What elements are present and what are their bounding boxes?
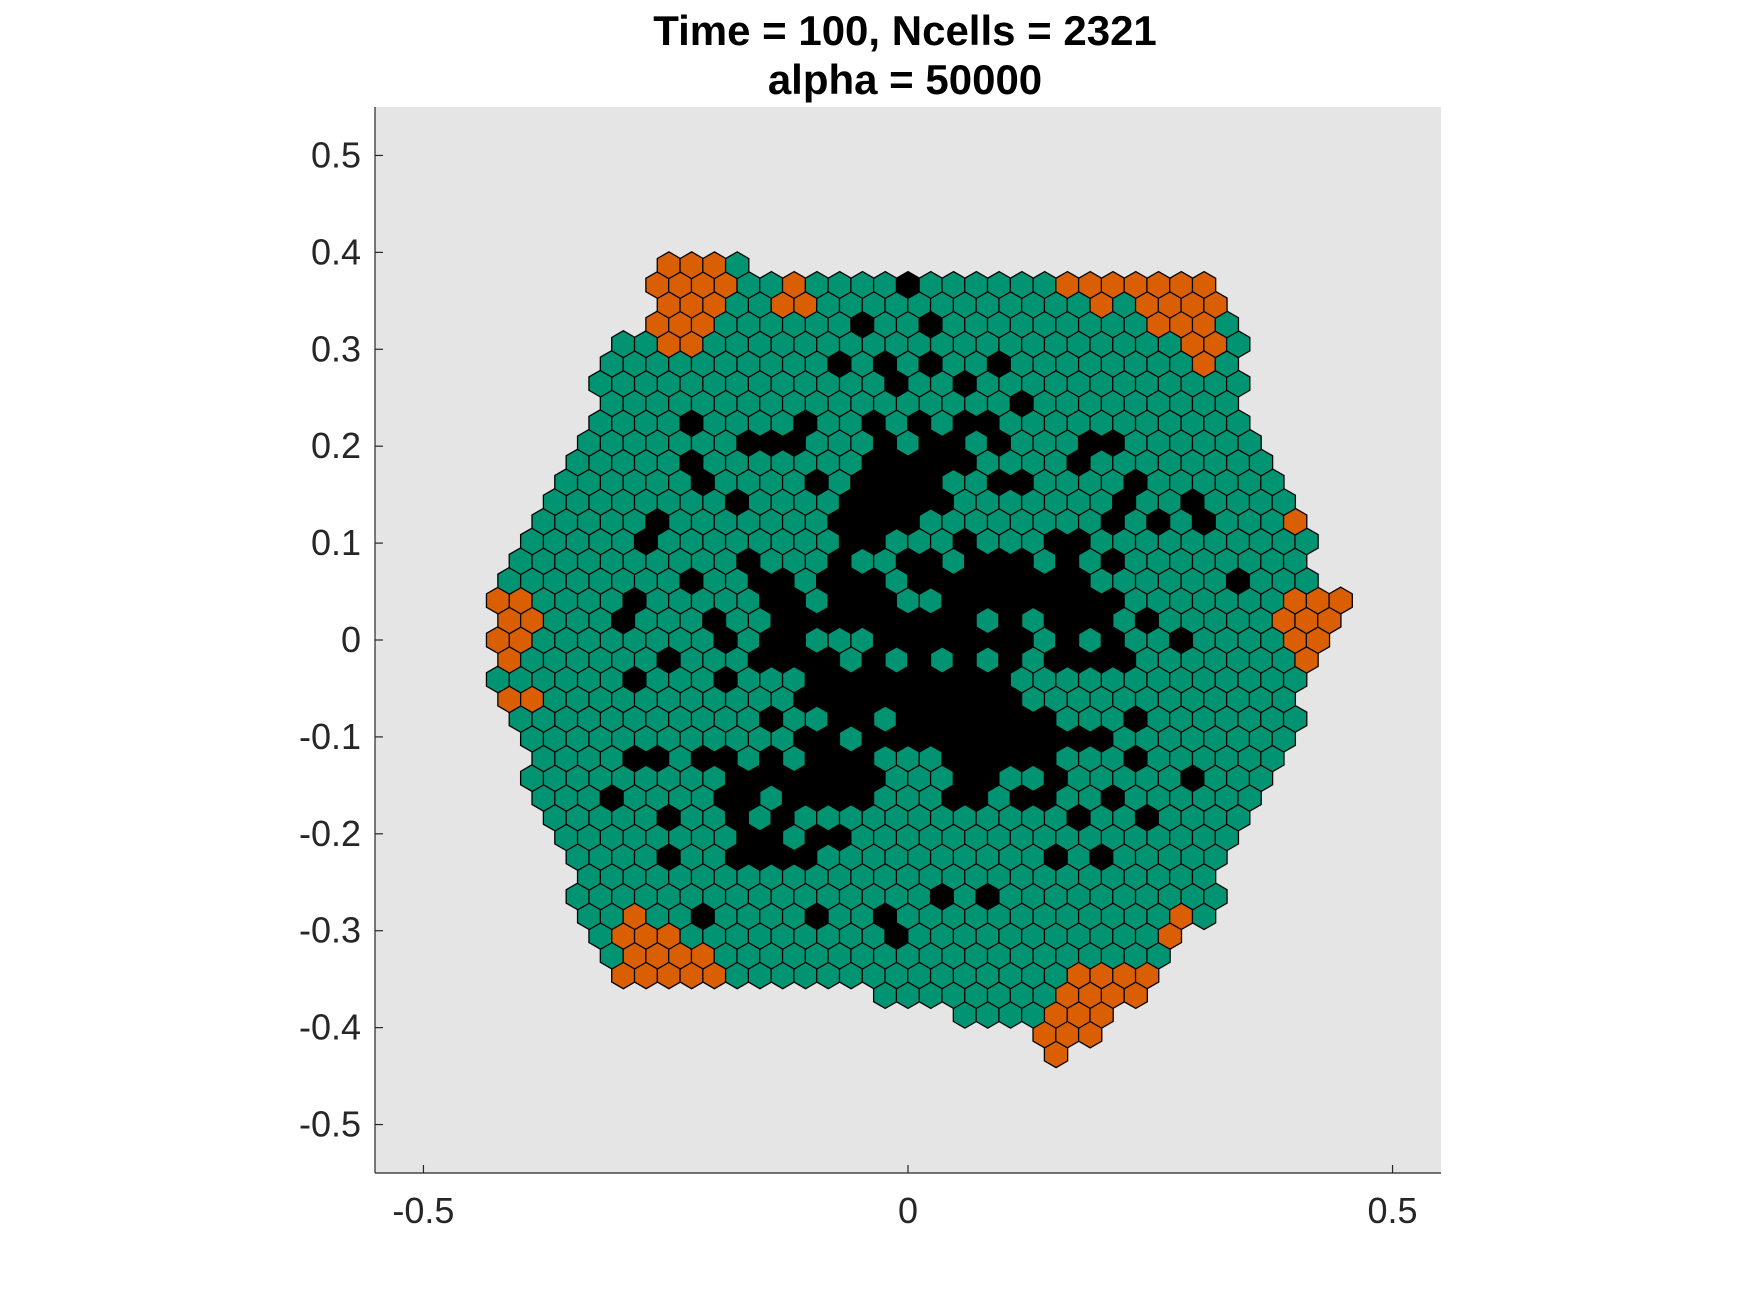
title-line-2: alpha = 50000	[768, 56, 1042, 103]
cell-healthy	[850, 270, 875, 300]
cell-healthy	[759, 270, 784, 300]
y-tick-label: 0	[341, 619, 361, 660]
y-tick-label: -0.3	[299, 910, 361, 951]
cell-boundary	[1146, 270, 1171, 300]
y-tick-label: -0.2	[299, 813, 361, 854]
cell-dead	[895, 270, 921, 300]
y-tick-label: 0.4	[311, 231, 361, 272]
cell-layer	[485, 251, 1353, 1069]
cell-boundary	[1191, 270, 1217, 300]
cell-healthy	[986, 270, 1012, 300]
x-tick-label: 0	[898, 1190, 918, 1231]
cell-healthy	[918, 270, 944, 300]
x-axis-ticks: -0.5 0 0.5	[392, 1165, 1418, 1231]
cell-boundary	[1123, 270, 1148, 300]
cell-boundary	[1100, 270, 1126, 300]
y-tick-label: 0.2	[311, 425, 361, 466]
cell-healthy	[1009, 270, 1035, 300]
cell-boundary	[1055, 270, 1080, 300]
cell-boundary	[679, 251, 704, 280]
cell-healthy	[827, 270, 852, 300]
chart-title: Time = 100, Ncells = 2321 alpha = 50000	[653, 7, 1157, 103]
cell-boundary	[702, 251, 727, 280]
y-tick-label: -0.4	[299, 1007, 361, 1048]
y-tick-label: 0.1	[311, 522, 361, 563]
cell-healthy	[611, 329, 636, 359]
cell-healthy	[1032, 270, 1057, 300]
y-tick-label: -0.1	[299, 716, 361, 757]
y-axis-ticks: 0.5 0.4 0.3 0.2 0.1 0 -0.1 -0.2 -0.3 -0.4 -0.5	[299, 134, 383, 1145]
cell-boundary	[1077, 270, 1103, 300]
cell-boundary	[1169, 270, 1194, 300]
title-line-1: Time = 100, Ncells = 2321	[653, 7, 1157, 54]
cell-healthy	[941, 270, 966, 300]
cell-healthy	[872, 270, 898, 300]
cell-boundary	[781, 270, 807, 300]
cell-boundary	[656, 251, 682, 280]
cell-healthy	[804, 270, 830, 300]
cell-boundary	[1328, 586, 1353, 615]
y-tick-label: -0.5	[299, 1104, 361, 1145]
x-tick-label: -0.5	[392, 1190, 454, 1231]
y-tick-label: 0.3	[311, 328, 361, 369]
cell-healthy	[964, 270, 989, 300]
x-tick-label: 0.5	[1368, 1190, 1418, 1231]
cell-healthy	[724, 251, 750, 280]
y-tick-label: 0.5	[311, 134, 361, 175]
